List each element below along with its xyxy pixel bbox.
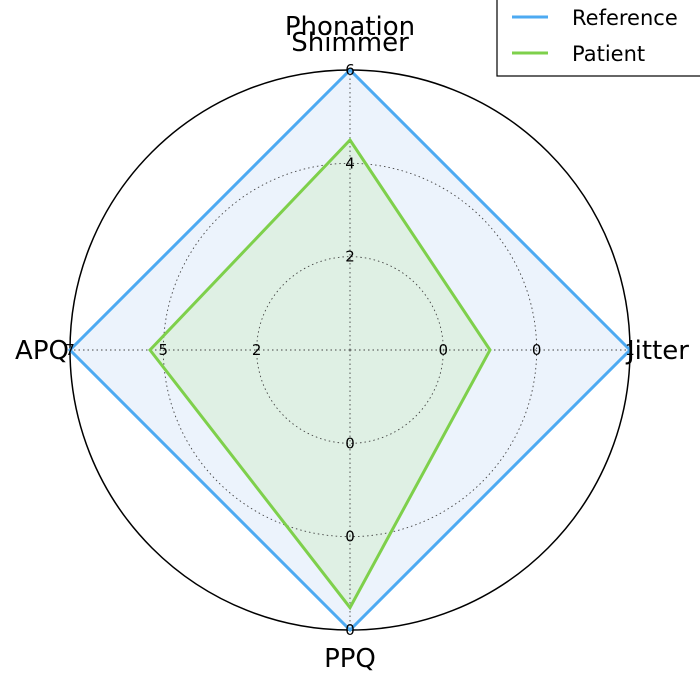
tick-label-apq-1: 2 bbox=[252, 341, 262, 359]
tick-label-shimmer-2: 4 bbox=[345, 154, 355, 172]
legend-label-reference: Reference bbox=[572, 6, 678, 30]
series-area-patient bbox=[150, 140, 490, 608]
axis-label-shimmer: Shimmer bbox=[291, 28, 409, 58]
tick-label-shimmer-1: 2 bbox=[345, 248, 355, 266]
grid-ring-1 bbox=[256, 256, 444, 444]
tick-label-ppq-2: 0 bbox=[345, 528, 355, 546]
series-line-patient bbox=[148, 137, 492, 611]
chart-title: Phonation bbox=[285, 12, 415, 42]
tick-label-jitter-1: 0 bbox=[439, 341, 449, 359]
tick-label-jitter-3: 1 bbox=[625, 341, 635, 359]
tick-label-shimmer-3: 6 bbox=[345, 61, 355, 79]
axis-label-ppq: PPQ bbox=[324, 644, 376, 674]
grid-ring-2 bbox=[162, 162, 538, 538]
axis-label-jitter: Jitter bbox=[625, 336, 689, 366]
axis-label-apq: APQ bbox=[15, 336, 69, 366]
tick-label-ppq-3: 0 bbox=[345, 621, 355, 639]
series-line-reference bbox=[67, 67, 633, 633]
legend-frame bbox=[496, 0, 700, 77]
legend-label-patient: Patient bbox=[572, 42, 645, 66]
tick-label-apq-2: 5 bbox=[159, 341, 169, 359]
tick-label-jitter-2: 0 bbox=[532, 341, 542, 359]
tick-label-apq-3: 7 bbox=[65, 341, 75, 359]
tick-label-ppq-1: 0 bbox=[345, 434, 355, 452]
legend: Reference Patient bbox=[496, 0, 700, 77]
